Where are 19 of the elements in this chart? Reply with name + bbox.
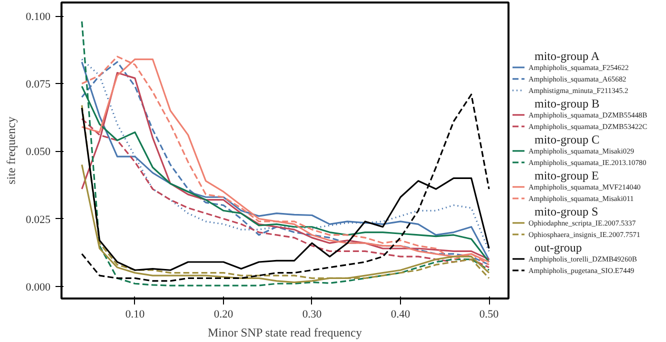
text: mito-group B <box>534 96 600 111</box>
y-tick-label: 0.100 <box>26 11 51 24</box>
y-tick-label: 0.025 <box>26 214 51 226</box>
line-series <box>81 20 490 286</box>
x-tick-label: 0.50 <box>479 308 500 320</box>
text: out-group <box>534 240 582 255</box>
text: mito-group S <box>534 204 598 219</box>
x-axis-title: Minor SNP state read frequency <box>208 326 362 340</box>
y-tick-label: 0.050 <box>26 146 51 158</box>
y-tick-label: 0.000 <box>26 281 51 294</box>
text: mito-group E <box>534 168 599 183</box>
text: mito-group A <box>534 49 600 64</box>
x-tick-label: 0.40 <box>390 308 411 320</box>
x-tick-label: 0.10 <box>125 308 146 320</box>
text: mito-group C <box>534 132 600 147</box>
x-tick-label: 0.20 <box>214 308 234 320</box>
x-tick-label: 0.30 <box>302 308 322 320</box>
y-axis-title: site frequency <box>4 116 18 184</box>
y-tick-label: 0.075 <box>26 78 51 91</box>
